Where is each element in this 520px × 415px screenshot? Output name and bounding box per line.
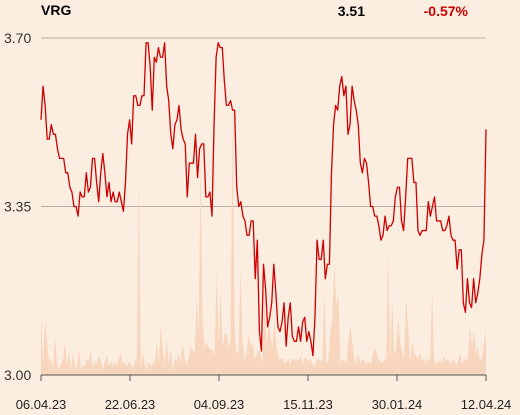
x-tick-label: 12.04.24 — [461, 397, 512, 412]
ticker-label: VRG — [41, 2, 71, 18]
price-line — [40, 42, 487, 357]
x-tick-label: 22.06.23 — [105, 397, 156, 412]
price-line-layer — [40, 42, 487, 357]
gridlines — [41, 37, 486, 207]
y-tick-label: 3.35 — [4, 199, 31, 215]
volume-area — [41, 109, 486, 376]
price-change: -0.57% — [424, 3, 469, 19]
x-tick-label: 30.01.24 — [372, 397, 423, 412]
x-tick-label: 15.11.23 — [283, 397, 333, 412]
y-axis: 3.00 3.35 3.70 — [4, 30, 31, 383]
x-axis: 06.04.23 22.06.23 04.09.23 15.11.23 30.01.24… — [16, 374, 512, 412]
y-tick-label: 3.70 — [4, 30, 31, 46]
x-tick-label: 06.04.23 — [16, 397, 67, 412]
volume-area-layer — [41, 109, 486, 376]
x-tick-label: 04.09.23 — [194, 397, 245, 412]
y-tick-label: 3.00 — [4, 367, 31, 383]
last-price: 3.51 — [338, 3, 365, 19]
